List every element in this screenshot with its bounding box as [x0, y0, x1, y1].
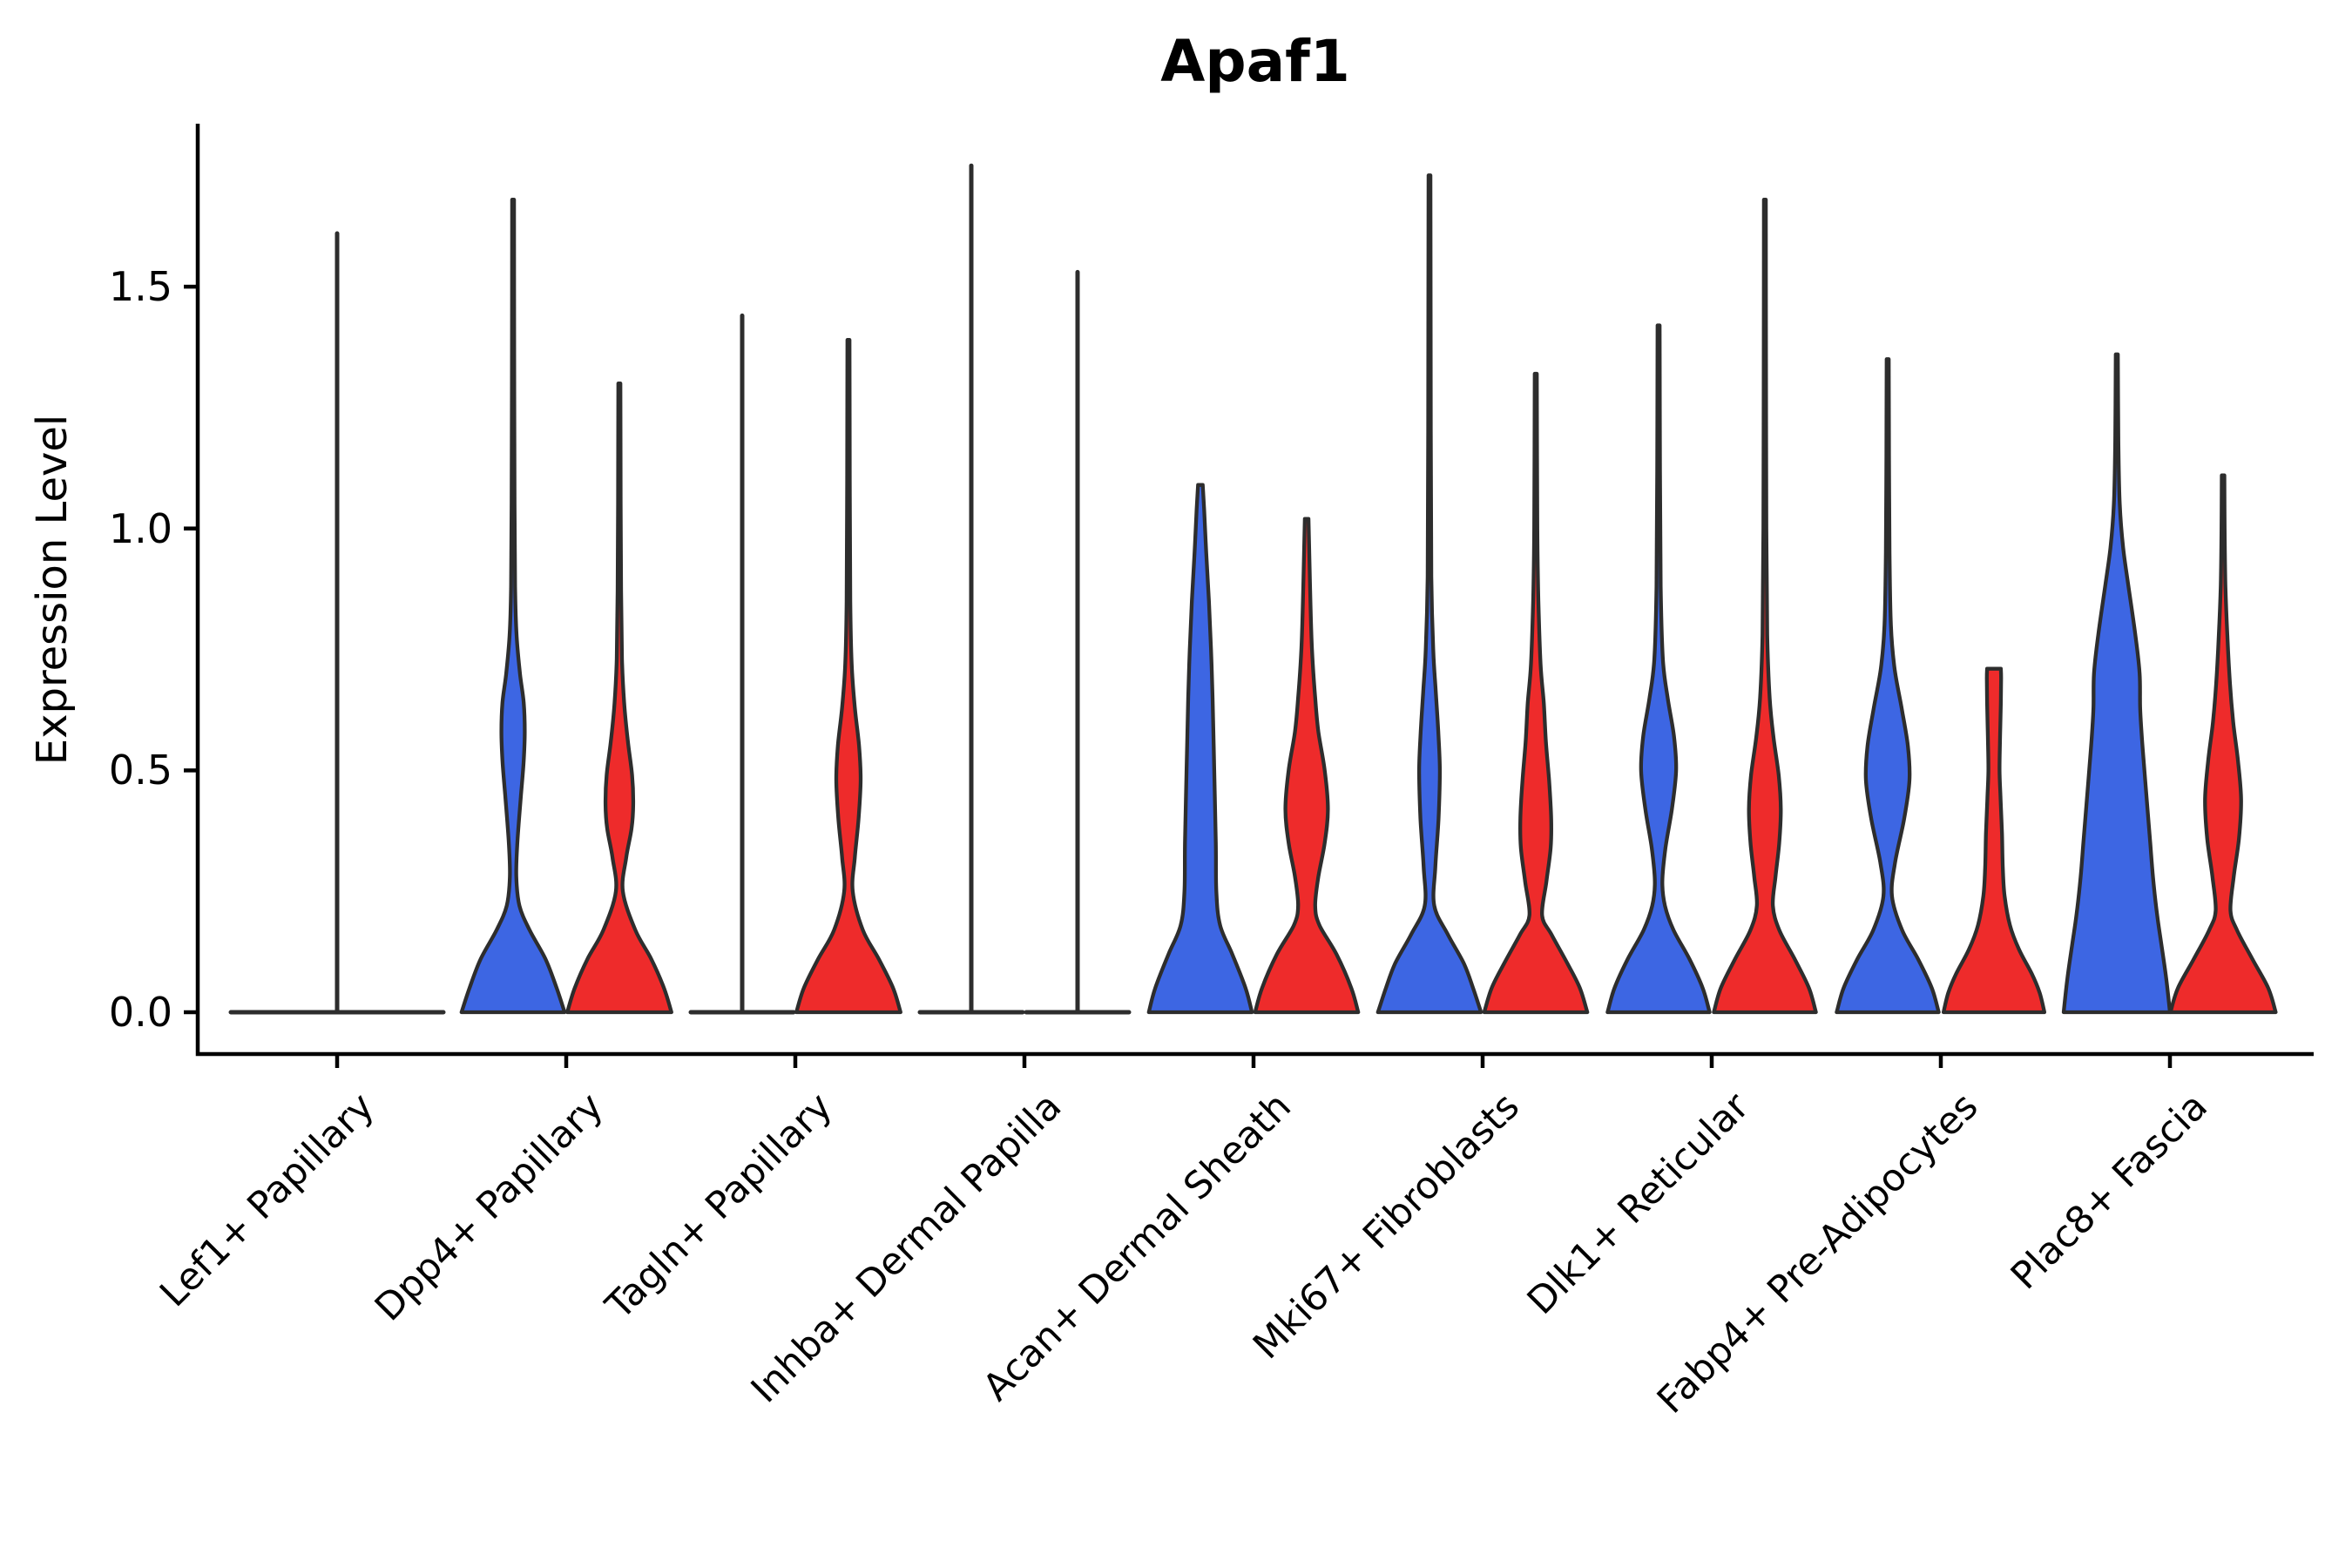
- chart-title: Apaf1: [1160, 28, 1350, 95]
- violin-tagln-papillary-red: [794, 337, 902, 1015]
- y-tick-label-0.0: 0.0: [108, 989, 172, 1036]
- violin-mki67-fibroblasts-blue: [1375, 173, 1484, 1015]
- y-axis-label: Expression Level: [28, 414, 77, 766]
- violin-plac8-fascia-red: [2168, 473, 2278, 1015]
- violin-lef1-papillary: [228, 231, 446, 1015]
- axis-spines: [195, 124, 2314, 1057]
- violin-plac8-fascia-blue: [2061, 352, 2173, 1015]
- y-tick-label-1.0: 1.0: [108, 504, 172, 552]
- violin-fabp4-pre-adipocytes-blue: [1835, 357, 1941, 1015]
- violin-dlk1-reticular-blue: [1605, 323, 1712, 1015]
- violin-inhba-dermal-papilla-red: [1024, 269, 1132, 1015]
- violin-mki67-fibroblasts-red: [1482, 371, 1590, 1015]
- violin-inhba-dermal-papilla-blue: [917, 163, 1025, 1015]
- violin-acan-dermal-sheath-red: [1253, 517, 1361, 1015]
- violin-tagln-papillary-blue: [688, 313, 796, 1015]
- violin-dlk1-reticular-red: [1712, 197, 1818, 1015]
- violin-dpp4-papillary-red: [565, 381, 673, 1015]
- y-tick-label-1.5: 1.5: [108, 263, 172, 311]
- violin-dpp4-papillary-blue: [459, 197, 567, 1015]
- y-tick-label-0.5: 0.5: [108, 747, 172, 794]
- violin-fabp4-pre-adipocytes-red: [1941, 666, 2047, 1015]
- violin-acan-dermal-sheath-blue: [1146, 483, 1254, 1015]
